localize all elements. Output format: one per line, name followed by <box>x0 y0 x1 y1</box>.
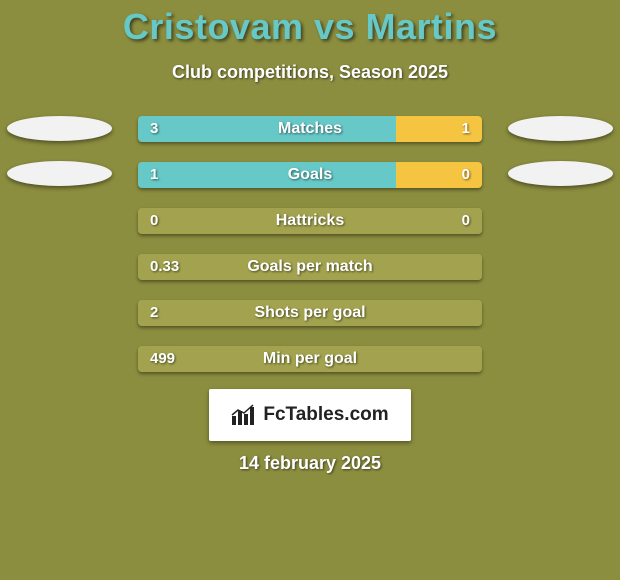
brand-badge[interactable]: FcTables.com <box>209 389 411 441</box>
avatar-placeholder <box>508 116 613 141</box>
comparison-date: 14 february 2025 <box>0 453 620 474</box>
avatar-column-right <box>503 116 618 206</box>
page-title: Cristovam vs Martins <box>0 0 620 48</box>
avatar-placeholder <box>7 116 112 141</box>
brand-chart-icon <box>231 404 257 426</box>
avatar-placeholder <box>7 161 112 186</box>
stat-row: 0.33Goals per match <box>138 254 482 280</box>
stat-row: 499Min per goal <box>138 346 482 372</box>
stat-label: Goals per match <box>138 254 482 280</box>
stat-label: Min per goal <box>138 346 482 372</box>
avatar-placeholder <box>508 161 613 186</box>
stat-label: Shots per goal <box>138 300 482 326</box>
stat-row: 00Hattricks <box>138 208 482 234</box>
stat-row: 2Shots per goal <box>138 300 482 326</box>
stat-label: Hattricks <box>138 208 482 234</box>
comparison-card: Cristovam vs Martins Club competitions, … <box>0 0 620 580</box>
stat-bars: 31Matches 10Goals 00Hattricks 0.33Goals per… <box>138 116 482 392</box>
subtitle: Club competitions, Season 2025 <box>0 62 620 83</box>
stat-row: 10Goals <box>138 162 482 188</box>
stat-label: Matches <box>138 116 482 142</box>
stat-row: 31Matches <box>138 116 482 142</box>
avatar-column-left <box>2 116 117 206</box>
stat-label: Goals <box>138 162 482 188</box>
brand-text: FcTables.com <box>263 404 388 426</box>
